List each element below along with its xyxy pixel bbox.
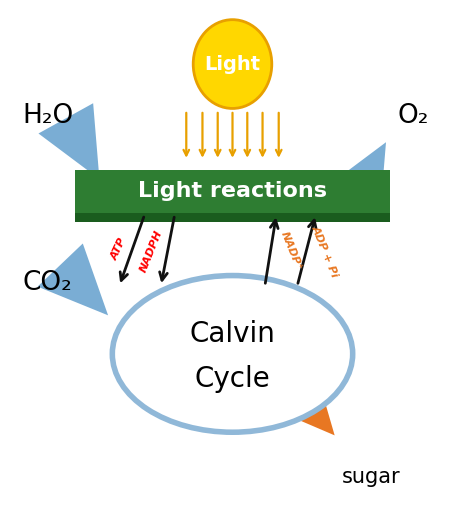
FancyBboxPatch shape (75, 212, 390, 222)
Circle shape (193, 19, 272, 109)
Text: NADPH: NADPH (139, 228, 165, 274)
Text: sugar: sugar (342, 467, 400, 487)
Text: Light: Light (205, 55, 260, 74)
Text: H₂O: H₂O (22, 103, 73, 129)
Text: Light reactions: Light reactions (138, 182, 327, 202)
Text: O₂: O₂ (397, 103, 428, 129)
Text: ADP + Pi: ADP + Pi (310, 224, 340, 278)
Ellipse shape (113, 276, 352, 432)
Text: Cycle: Cycle (195, 365, 270, 393)
FancyBboxPatch shape (75, 170, 390, 213)
Text: Calvin: Calvin (190, 320, 275, 348)
Text: ATP: ATP (110, 237, 129, 262)
Text: NADP⁺: NADP⁺ (279, 230, 304, 272)
Text: CO₂: CO₂ (23, 270, 73, 297)
